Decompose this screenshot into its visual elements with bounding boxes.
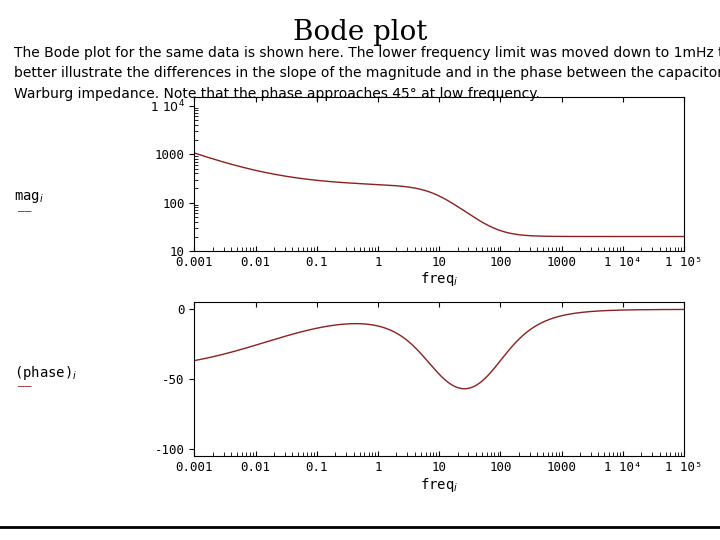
Text: ——: ——: [18, 381, 32, 391]
Text: better illustrate the differences in the slope of the magnitude and in the phase: better illustrate the differences in the…: [14, 66, 720, 80]
X-axis label: freq$_i$: freq$_i$: [420, 476, 459, 494]
Text: (phase)$_i$: (phase)$_i$: [14, 363, 78, 382]
Text: Warburg impedance. Note that the phase approaches 45° at low frequency.: Warburg impedance. Note that the phase a…: [14, 87, 540, 101]
Text: mag$_i$: mag$_i$: [14, 190, 44, 205]
X-axis label: freq$_i$: freq$_i$: [420, 271, 459, 288]
Text: ——: ——: [18, 206, 32, 215]
Text: The Bode plot for the same data is shown here. The lower frequency limit was mov: The Bode plot for the same data is shown…: [14, 46, 720, 60]
Text: Bode plot: Bode plot: [293, 19, 427, 46]
